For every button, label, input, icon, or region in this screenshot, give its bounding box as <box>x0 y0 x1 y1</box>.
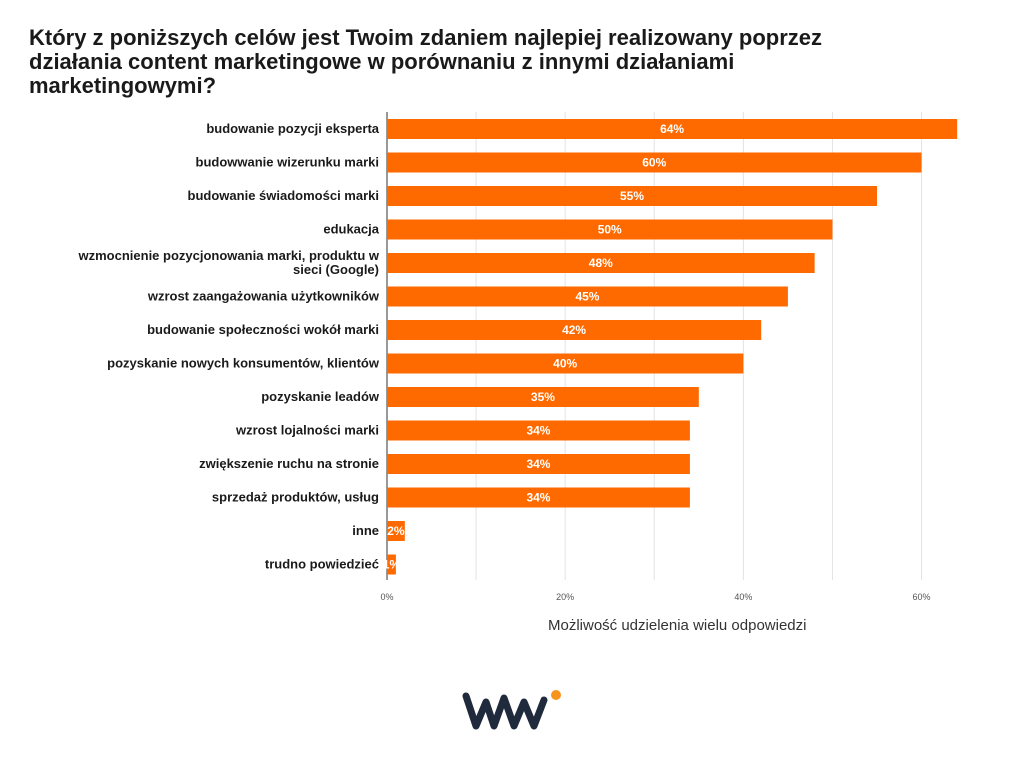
x-axis-ticks: 0% 20% 40% 60% <box>380 592 930 602</box>
data-label: 55% <box>620 189 644 203</box>
data-label: 50% <box>598 223 622 237</box>
brand-logo <box>462 690 561 730</box>
bar <box>387 219 833 240</box>
x-tick-label: 60% <box>913 592 931 602</box>
data-label: 42% <box>562 323 586 337</box>
category-label: edukacja <box>323 222 379 237</box>
bar <box>387 152 922 173</box>
category-label: wzrost lojalności marki <box>235 423 379 438</box>
data-label: 48% <box>589 256 613 270</box>
category-label: wzmocnienie pozycjonowania marki, produk… <box>78 248 380 277</box>
bar <box>387 521 405 541</box>
brand-logo-dot <box>551 690 561 700</box>
category-label: budowwanie wizerunku marki <box>196 155 379 170</box>
bar <box>387 286 788 307</box>
x-axis-note: Możliwość udzielenia wielu odpowiedzi <box>548 617 807 634</box>
category-label: wzrost zaangażowania użytkowników <box>147 289 380 304</box>
data-label: 45% <box>575 290 599 304</box>
x-tick-label: 40% <box>734 592 752 602</box>
category-labels: budowanie pozycji eksperta budowwanie wiz… <box>78 121 380 572</box>
data-label: 64% <box>660 122 684 136</box>
bar <box>387 320 762 340</box>
bars: 64% 60% 55% 50% 48% 45% 42% 40% 35% 34% 34% 34% 2% 1% <box>383 119 958 575</box>
data-label: 34% <box>526 491 550 505</box>
category-label: sprzedaż produktów, usług <box>212 490 379 505</box>
x-tick-label: 20% <box>556 592 574 602</box>
category-label: inne <box>352 523 379 538</box>
bar <box>387 119 958 139</box>
bar <box>387 353 744 374</box>
data-label: 2% <box>387 524 405 538</box>
x-tick-label: 0% <box>380 592 393 602</box>
data-label: 34% <box>526 424 550 438</box>
bar <box>387 554 396 575</box>
bar <box>387 420 690 441</box>
brand-logo-mark <box>462 692 548 730</box>
bar <box>387 186 877 206</box>
data-label: 34% <box>526 457 550 471</box>
bar <box>387 387 699 407</box>
category-label: pozyskanie leadów <box>261 389 380 404</box>
bar <box>387 253 815 273</box>
category-label: zwiększenie ruchu na stronie <box>199 456 379 471</box>
bar <box>387 487 690 508</box>
data-label: 40% <box>553 357 577 371</box>
category-label: budowanie społeczności wokół marki <box>147 322 379 337</box>
data-label: 1% <box>383 558 401 572</box>
data-label: 60% <box>642 156 666 170</box>
chart-title: Który z poniższych celów jest Twoim zdan… <box>29 25 822 98</box>
bar <box>387 454 690 474</box>
grid-lines <box>386 112 923 580</box>
category-label: pozyskanie nowych konsumentów, klientów <box>107 356 380 371</box>
category-label: budowanie pozycji eksperta <box>206 121 379 136</box>
category-label: budowanie świadomości marki <box>188 188 379 203</box>
data-label: 35% <box>531 390 555 404</box>
category-label: trudno powiedzieć <box>265 557 379 572</box>
